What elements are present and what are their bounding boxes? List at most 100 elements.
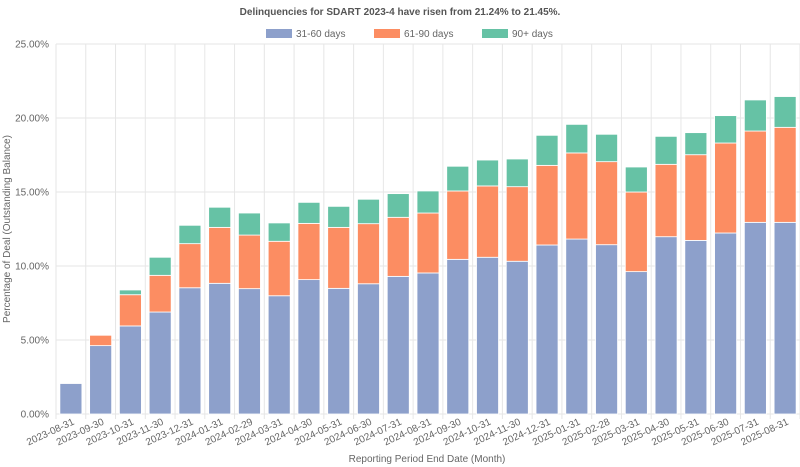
bar-segment-90-days — [684, 132, 708, 156]
bar-segment-31-60-days — [624, 271, 648, 415]
bar-segment-90-days — [743, 99, 767, 132]
bar-segment-31-60-days — [743, 221, 767, 415]
y-tick-label: 0.00% — [21, 410, 49, 421]
bar-segment-31-60-days — [684, 239, 708, 415]
legend-item[interactable]: 90+ days — [482, 29, 553, 40]
bar-segment-90-days — [595, 133, 618, 163]
bar-segment-90-days — [416, 190, 440, 214]
bar-segment-61-90-days — [773, 126, 797, 223]
bar-stack — [743, 99, 767, 415]
bar-stack — [505, 158, 529, 415]
bar-segment-31-60-days — [476, 256, 499, 415]
y-tick-label: 5.00% — [21, 336, 49, 347]
bar-segment-31-60-days — [416, 272, 440, 415]
bar-segment-61-90-days — [743, 130, 767, 223]
bar-stack — [535, 134, 559, 415]
bar-segment-90-days — [357, 198, 380, 225]
bar-segment-31-60-days — [148, 311, 172, 415]
bar-segment-61-90-days — [595, 161, 618, 246]
bar-stack — [446, 165, 470, 415]
bar-segment-90-days — [208, 206, 232, 228]
bar-stack — [476, 159, 499, 415]
bar-stack — [297, 201, 321, 415]
bar-stack — [59, 382, 83, 415]
legend-label: 61-90 days — [404, 29, 453, 40]
bar-segment-61-90-days — [238, 234, 261, 290]
bar-segment-31-60-days — [118, 325, 142, 415]
bar-segment-61-90-days — [267, 240, 291, 297]
bar-segment-90-days — [297, 201, 321, 224]
bar-stack — [595, 133, 618, 415]
bar-stack — [89, 334, 113, 415]
bar-segment-61-90-days — [416, 212, 440, 274]
bar-segment-61-90-days — [476, 185, 499, 258]
y-axis-ticks: 0.00% 5.00% 10.00% 15.00% 20.00% 25.00% — [15, 40, 49, 421]
bar-segment-31-60-days — [89, 345, 113, 415]
legend-item[interactable]: 61-90 days — [374, 29, 453, 40]
bar-stack — [148, 256, 172, 415]
bar-segment-90-days — [327, 205, 351, 228]
bar-segment-61-90-days — [565, 152, 589, 240]
bar-segment-61-90-days — [357, 223, 380, 285]
bar-segment-61-90-days — [118, 294, 142, 327]
bar-segment-90-days — [654, 135, 678, 165]
bar-stack — [357, 198, 380, 415]
bar-segment-90-days — [267, 222, 291, 242]
bar-segment-61-90-days — [624, 191, 648, 273]
legend-swatch — [482, 29, 508, 38]
bar-segment-61-90-days — [59, 382, 83, 384]
bar-segment-31-60-days — [654, 236, 678, 415]
bar-segment-61-90-days — [327, 226, 351, 289]
bar-segment-90-days — [565, 123, 589, 154]
bar-segment-90-days — [624, 166, 648, 193]
bar-segment-61-90-days — [446, 190, 470, 260]
bar-segment-90-days — [118, 289, 142, 296]
bar-segment-90-days — [386, 193, 410, 218]
chart-title: Delinquencies for SDART 2023-4 have rise… — [240, 7, 561, 18]
bar-segment-31-60-days — [267, 295, 291, 415]
bar-segment-61-90-days — [178, 243, 202, 289]
y-tick-label: 25.00% — [15, 40, 49, 51]
bar-segment-31-60-days — [565, 238, 589, 415]
bar-segment-31-60-days — [773, 221, 797, 415]
legend-label: 31-60 days — [296, 29, 345, 40]
bar-segment-90-days — [505, 158, 529, 188]
bar-segment-31-60-days — [208, 282, 232, 415]
y-tick-label: 10.00% — [15, 262, 49, 273]
bar-stack — [118, 289, 142, 415]
bars — [59, 96, 797, 415]
bar-stack — [624, 166, 648, 415]
bar-segment-31-60-days — [357, 283, 380, 415]
bar-segment-90-days — [773, 96, 797, 128]
bar-segment-61-90-days — [89, 334, 113, 347]
bar-segment-90-days — [178, 224, 202, 245]
bar-segment-31-60-days — [59, 382, 83, 415]
x-axis-ticks: 2023-08-312023-09-302023-10-312023-11-30… — [25, 417, 791, 449]
bar-segment-61-90-days — [684, 154, 708, 241]
y-tick-label: 15.00% — [15, 188, 49, 199]
bar-segment-90-days — [714, 115, 738, 144]
bar-segment-61-90-days — [535, 164, 559, 246]
bar-stack — [684, 132, 708, 415]
bar-stack — [238, 212, 261, 415]
bar-segment-90-days — [535, 134, 559, 166]
y-axis-label: Percentage of Deal (Outstanding Balance) — [2, 135, 13, 323]
bar-segment-31-60-days — [327, 287, 351, 415]
legend-item[interactable]: 31-60 days — [266, 29, 345, 40]
bar-segment-90-days — [238, 212, 261, 236]
bar-segment-90-days — [476, 159, 499, 187]
bar-stack — [714, 115, 738, 415]
gridlines — [55, 43, 800, 419]
bar-segment-31-60-days — [446, 258, 470, 415]
bar-stack — [178, 224, 202, 415]
bar-stack — [565, 123, 589, 415]
x-axis-label: Reporting Period End Date (Month) — [349, 454, 506, 465]
bar-segment-31-60-days — [178, 287, 202, 415]
bar-segment-31-60-days — [505, 260, 529, 415]
bar-segment-61-90-days — [654, 163, 678, 238]
bar-stack — [773, 96, 797, 415]
bar-segment-90-days — [446, 165, 470, 192]
bar-stack — [386, 193, 410, 415]
bar-stack — [267, 222, 291, 415]
